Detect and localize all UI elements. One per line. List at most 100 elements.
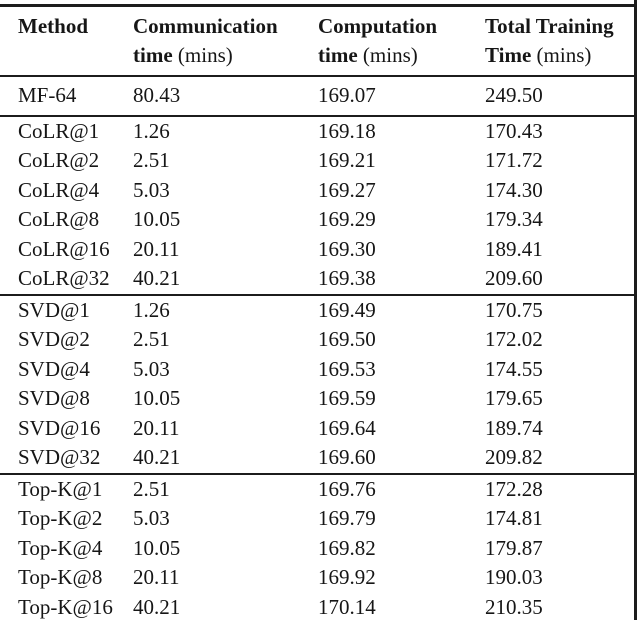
table-section-baseline: MF-64 80.43 169.07 249.50 — [0, 76, 637, 116]
cell-computation-time: 169.64 — [318, 415, 376, 440]
cell-computation-time: 169.50 — [318, 327, 376, 351]
cell-method: Top-K@8 — [18, 565, 103, 589]
header-title-line2: time — [133, 43, 173, 67]
col-header-method: Method — [0, 6, 133, 77]
cell-communication-time: 2.51 — [133, 148, 170, 172]
cell-total-training-time: 170.43 — [485, 118, 543, 143]
cell-computation-time: 169.18 — [318, 118, 376, 143]
cell-communication-time: 5.03 — [133, 356, 170, 381]
cell-computation-time: 170.14 — [318, 594, 376, 619]
cell-total-training-time: 179.34 — [485, 207, 543, 231]
header-row: Method Communication time (mins) Computa… — [0, 6, 637, 77]
cell-communication-time: 10.05 — [133, 207, 181, 231]
cell-method: SVD@16 — [18, 415, 101, 440]
cell-communication-time: 10.05 — [133, 535, 181, 560]
table-row: SVD@4 5.03 169.53 174.55 — [0, 355, 637, 385]
cell-total-training-time: 171.72 — [485, 148, 543, 172]
cell-communication-time: 5.03 — [133, 506, 170, 530]
cell-communication-time: 80.43 — [133, 83, 181, 107]
table-row: Top-K@1 2.51 169.76 172.28 — [0, 474, 637, 505]
cell-total-training-time: 172.28 — [485, 476, 543, 501]
cell-total-training-time: 189.74 — [485, 415, 543, 440]
header-unit: (mins) — [536, 43, 592, 67]
cell-method: Top-K@2 — [18, 506, 103, 530]
table-header: Method Communication time (mins) Computa… — [0, 6, 637, 77]
cell-method: CoLR@4 — [18, 177, 100, 202]
cell-total-training-time: 179.87 — [485, 535, 543, 560]
cell-computation-time: 169.59 — [318, 386, 376, 410]
header-unit: (mins) — [177, 43, 233, 67]
table-row: Top-K@8 20.11 169.92 190.03 — [0, 563, 637, 593]
table-row: CoLR@1 1.26 169.18 170.43 — [0, 116, 637, 147]
col-header-total-training-time: Total Training Time (mins) — [485, 6, 637, 77]
col-header-communication-time: Communication time (mins) — [133, 6, 318, 77]
cell-total-training-time: 210.35 — [485, 594, 543, 619]
header-title: Method — [18, 14, 88, 38]
cell-communication-time: 20.11 — [133, 415, 180, 440]
table-row: Top-K@16 40.21 170.14 210.35 — [0, 593, 637, 620]
cell-total-training-time: 189.41 — [485, 236, 543, 261]
cell-method: CoLR@1 — [18, 118, 100, 143]
table-row: SVD@32 40.21 169.60 209.82 — [0, 443, 637, 474]
cell-method: SVD@2 — [18, 327, 90, 351]
table-section-colr: CoLR@1 1.26 169.18 170.43 CoLR@2 2.51 169.21 17… — [0, 115, 637, 295]
cell-total-training-time: 174.30 — [485, 177, 543, 202]
cell-computation-time: 169.38 — [318, 266, 376, 290]
cell-communication-time: 20.11 — [133, 236, 180, 261]
header-title: Total Training — [485, 14, 614, 38]
training-time-table: Method Communication time (mins) Computa… — [0, 4, 637, 620]
table-row: Top-K@4 10.05 169.82 179.87 — [0, 534, 637, 564]
cell-method: Top-K@1 — [18, 476, 103, 501]
cell-total-training-time: 179.65 — [485, 386, 543, 410]
page-right-edge-rule — [634, 0, 637, 620]
cell-communication-time: 10.05 — [133, 386, 181, 410]
cell-computation-time: 169.92 — [318, 565, 376, 589]
cell-communication-time: 2.51 — [133, 327, 170, 351]
cell-method: CoLR@32 — [18, 266, 110, 290]
table-row: CoLR@32 40.21 169.38 209.60 — [0, 264, 637, 295]
cell-computation-time: 169.82 — [318, 535, 376, 560]
col-header-computation-time: Computation time (mins) — [318, 6, 485, 77]
table-row: CoLR@4 5.03 169.27 174.30 — [0, 176, 637, 206]
cell-total-training-time: 190.03 — [485, 565, 543, 589]
cell-total-training-time: 172.02 — [485, 327, 543, 351]
cell-total-training-time: 209.60 — [485, 266, 543, 290]
table-section-topk: Top-K@1 2.51 169.76 172.28 Top-K@2 5.03 169.79… — [0, 473, 637, 620]
header-title-line2: time — [318, 43, 358, 67]
cell-method: SVD@4 — [18, 356, 90, 381]
header-title: Communication — [133, 14, 278, 38]
table-row: CoLR@2 2.51 169.21 171.72 — [0, 146, 637, 176]
table-row: SVD@16 20.11 169.64 189.74 — [0, 414, 637, 444]
header-unit: (mins) — [362, 43, 418, 67]
cell-computation-time: 169.60 — [318, 445, 376, 469]
cell-computation-time: 169.21 — [318, 148, 376, 172]
cell-computation-time: 169.30 — [318, 236, 376, 261]
cell-communication-time: 2.51 — [133, 476, 170, 501]
cell-total-training-time: 249.50 — [485, 83, 543, 107]
cell-method: MF-64 — [18, 83, 77, 107]
table-row: Top-K@2 5.03 169.79 174.81 — [0, 504, 637, 534]
cell-computation-time: 169.29 — [318, 207, 376, 231]
cell-total-training-time: 170.75 — [485, 297, 543, 322]
cell-communication-time: 1.26 — [133, 297, 170, 322]
cell-method: Top-K@4 — [18, 535, 103, 560]
cell-method: CoLR@16 — [18, 236, 110, 261]
cell-computation-time: 169.49 — [318, 297, 376, 322]
cell-communication-time: 40.21 — [133, 594, 181, 619]
cell-method: SVD@32 — [18, 445, 101, 469]
header-title: Computation — [318, 14, 438, 38]
table-row: MF-64 80.43 169.07 249.50 — [0, 76, 637, 116]
cell-total-training-time: 209.82 — [485, 445, 543, 469]
table-row: SVD@8 10.05 169.59 179.65 — [0, 384, 637, 414]
cell-communication-time: 1.26 — [133, 118, 170, 143]
table-row: CoLR@16 20.11 169.30 189.41 — [0, 235, 637, 265]
cell-computation-time: 169.27 — [318, 177, 376, 202]
table-section-svd: SVD@1 1.26 169.49 170.75 SVD@2 2.51 169.50 172.… — [0, 294, 637, 474]
cell-method: CoLR@2 — [18, 148, 100, 172]
cell-computation-time: 169.07 — [318, 83, 376, 107]
cell-communication-time: 40.21 — [133, 445, 181, 469]
table-row: SVD@2 2.51 169.50 172.02 — [0, 325, 637, 355]
cell-communication-time: 20.11 — [133, 565, 180, 589]
cell-computation-time: 169.53 — [318, 356, 376, 381]
